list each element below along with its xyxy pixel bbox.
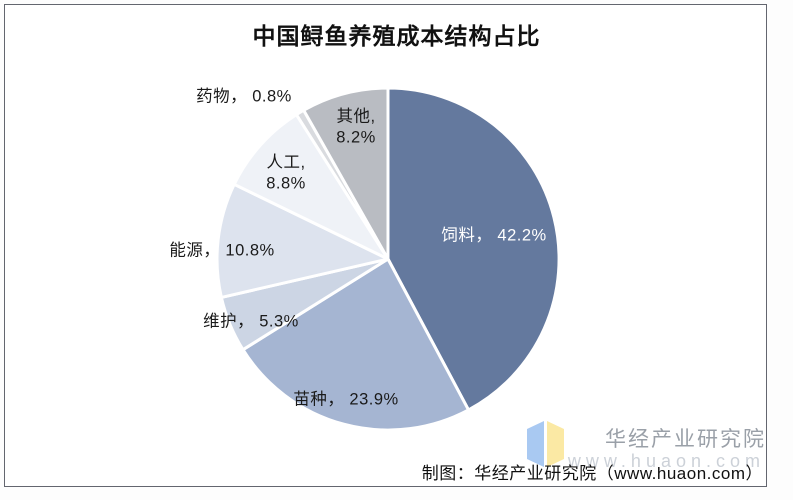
pie-slice-能源 bbox=[215, 182, 390, 299]
pie-slice-label-药物: 药物， 0.8% bbox=[196, 87, 292, 106]
pie-slice-饲料 bbox=[386, 86, 561, 412]
pie-slice-label-维护: 维护， 5.3% bbox=[203, 312, 299, 331]
pie-slice-label-人工: 人工, 8.8% bbox=[266, 153, 306, 193]
pie-slice-label-其他: 其他, 8.2% bbox=[336, 107, 376, 147]
pie-slice-苗种 bbox=[241, 257, 470, 432]
pie-slice-label-饲料: 饲料， 42.2% bbox=[441, 226, 547, 245]
chart-title: 中国鲟鱼养殖成本结构占比 bbox=[252, 24, 541, 49]
pie-slice-label-苗种: 苗种， 23.9% bbox=[293, 390, 399, 409]
pie-slice-人工 bbox=[232, 113, 390, 261]
pie-slice-其他 bbox=[302, 86, 390, 261]
pie-slice-label-能源: 能源， 10.8% bbox=[169, 241, 275, 260]
